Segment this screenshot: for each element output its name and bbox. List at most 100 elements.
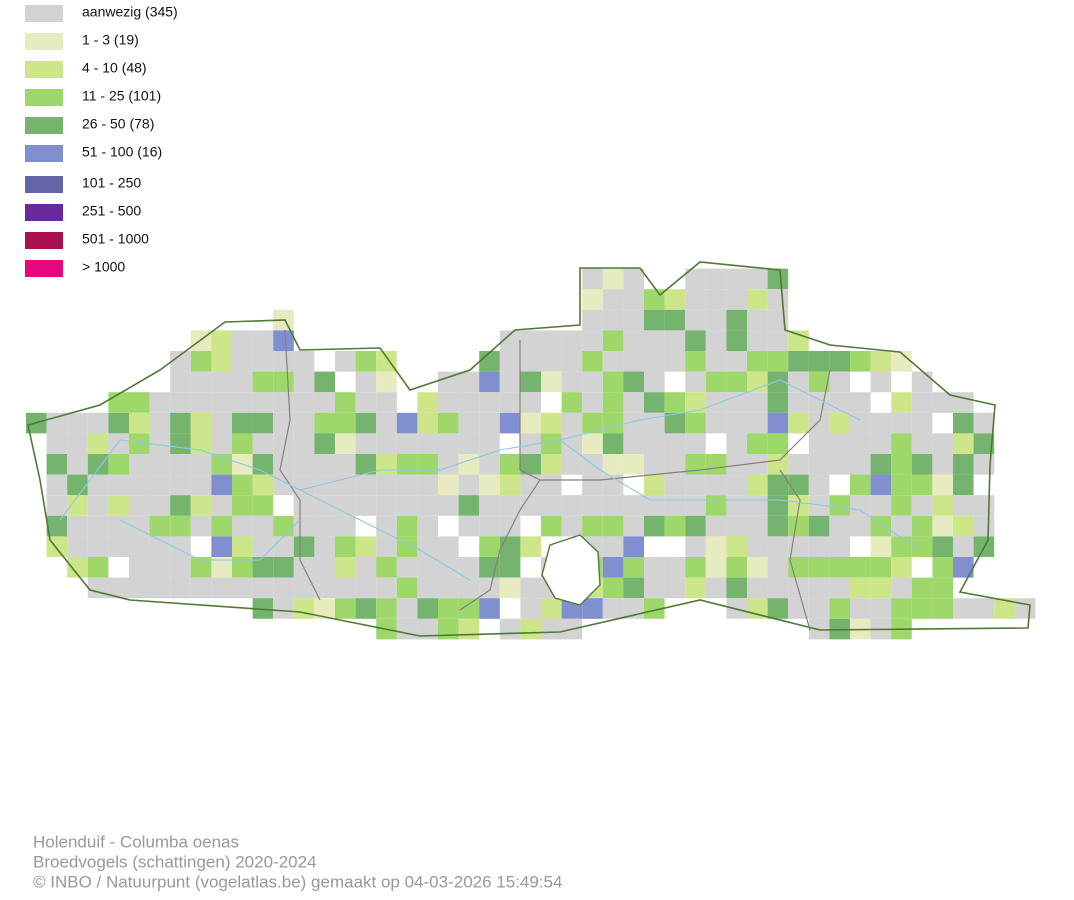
grid-square	[541, 330, 562, 351]
grid-square	[458, 454, 480, 475]
grid-square	[685, 495, 706, 516]
grid-square	[479, 557, 500, 578]
grid-square	[293, 577, 315, 599]
grid-square	[355, 536, 377, 557]
grid-square	[953, 392, 974, 413]
grid-square	[293, 598, 315, 619]
grid-square	[273, 536, 294, 557]
grid-square	[417, 536, 438, 557]
grid-square	[705, 577, 727, 599]
grid-square	[747, 557, 768, 578]
legend-swatch	[25, 5, 63, 22]
grid-square	[46, 474, 68, 496]
grid-square	[623, 351, 644, 372]
grid-square	[479, 515, 500, 537]
grid-square	[932, 392, 953, 413]
grid-square	[232, 351, 253, 372]
grid-square	[190, 474, 212, 496]
grid-square	[623, 557, 644, 578]
grid-square	[314, 515, 335, 537]
grid-square	[870, 412, 892, 434]
grid-square	[335, 351, 356, 372]
grid-square	[891, 577, 912, 599]
grid-square	[705, 289, 727, 310]
grid-square	[582, 371, 603, 393]
grid-square	[644, 330, 665, 351]
grid-square	[499, 371, 521, 393]
grid-square	[149, 433, 171, 454]
grid-square	[252, 495, 274, 516]
grid-square	[767, 392, 789, 413]
grid-square	[273, 515, 294, 537]
grid-square	[376, 454, 397, 475]
grid-square	[108, 474, 129, 496]
grid-square	[149, 392, 171, 413]
grid-square	[355, 557, 377, 578]
grid-square	[850, 454, 871, 475]
grid-square	[273, 371, 294, 393]
grid-square	[850, 515, 871, 537]
grid-square	[520, 495, 541, 516]
grid-square	[644, 515, 665, 537]
legend-label: > 1000	[82, 259, 125, 275]
grid-square	[87, 454, 109, 475]
grid-square	[211, 515, 232, 537]
grid-square	[211, 536, 232, 557]
grid-square	[953, 454, 974, 475]
grid-square	[67, 495, 88, 516]
grid-square	[891, 515, 912, 537]
grid-square	[149, 515, 171, 537]
grid-square	[602, 454, 624, 475]
grid-square	[747, 330, 768, 351]
grid-square	[376, 433, 397, 454]
grid-square	[973, 495, 995, 516]
grid-square	[602, 392, 624, 413]
grid-square	[252, 433, 274, 454]
grid-square	[911, 515, 933, 537]
grid-square	[685, 330, 706, 351]
grid-square	[911, 392, 933, 413]
grid-square	[726, 412, 747, 434]
grid-square	[664, 412, 686, 434]
grid-square	[458, 577, 480, 599]
grid-square	[850, 557, 871, 578]
grid-square	[911, 412, 933, 434]
grid-square	[170, 474, 191, 496]
grid-square	[87, 412, 109, 434]
grid-square	[438, 433, 459, 454]
grid-square	[376, 392, 397, 413]
grid-square	[232, 536, 253, 557]
grid-square	[170, 351, 191, 372]
grid-square	[541, 454, 562, 475]
grid-square	[190, 392, 212, 413]
grid-square	[582, 515, 603, 537]
grid-square	[664, 454, 686, 475]
grid-square	[314, 577, 335, 599]
grid-square	[335, 515, 356, 537]
grid-square	[767, 598, 789, 619]
grid-square	[911, 495, 933, 516]
grid-square	[726, 536, 747, 557]
grid-square	[705, 392, 727, 413]
grid-square	[726, 577, 747, 599]
grid-square	[232, 515, 253, 537]
grid-square	[850, 495, 871, 516]
grid-square	[932, 557, 953, 578]
grid-square	[211, 495, 232, 516]
grid-square	[211, 371, 232, 393]
footer-title: Holenduif - Columba oenas	[33, 832, 239, 851]
grid-square	[170, 412, 191, 434]
grid-square	[417, 433, 438, 454]
grid-square	[808, 577, 830, 599]
grid-square	[685, 268, 706, 290]
grid-square	[520, 351, 541, 372]
grid-square	[602, 495, 624, 516]
grid-square	[705, 330, 727, 351]
grid-square	[850, 577, 871, 599]
grid-square	[458, 392, 480, 413]
grid-square	[808, 392, 830, 413]
grid-square	[314, 598, 335, 619]
legend-swatch	[25, 117, 63, 134]
grid-square	[438, 392, 459, 413]
grid-square	[293, 495, 315, 516]
